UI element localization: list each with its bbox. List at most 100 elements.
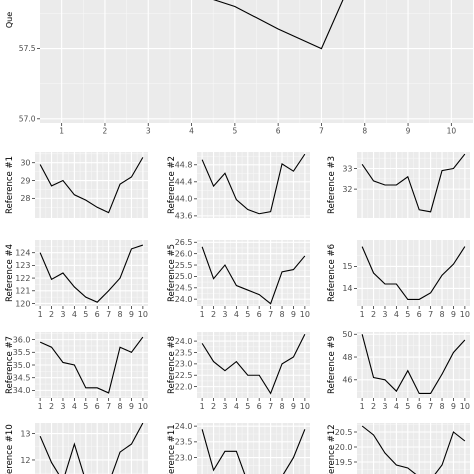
panel-reference-7: 34.0 34.5 35.0 35.5 36.0 1 2 3 4 5 6 7 8 9 10 Reference… — [5, 332, 148, 411]
gridlines — [357, 152, 470, 218]
y-axis-title: Reference #6 — [327, 244, 337, 302]
x-tick-label: 7 — [268, 402, 273, 411]
y-tick-label: 26.5 — [175, 238, 193, 247]
x-tick-label: 7 — [268, 310, 273, 319]
y-axis-title: Reference #4 — [5, 244, 15, 302]
x-tick-label: 5 — [405, 402, 410, 411]
x-tick-label: 2 — [211, 402, 216, 411]
series-line — [361, 425, 466, 474]
x-tick-label: 6 — [417, 402, 422, 411]
x-tick-label: 1 — [38, 402, 43, 411]
x-tick-label: 8 — [362, 127, 367, 136]
y-tick-label: 24.0 — [175, 337, 193, 346]
x-tick-label: 2 — [211, 310, 216, 319]
series-line — [201, 246, 306, 305]
x-tick-label: 2 — [371, 402, 376, 411]
x-tick-label: 2 — [371, 310, 376, 319]
x-tick-label: 5 — [245, 310, 250, 319]
x-tick-label: 4 — [72, 310, 77, 319]
y-tick-label: 44.8 — [175, 161, 193, 170]
x-tick-label: 1 — [360, 310, 365, 319]
x-tick-label: 5 — [83, 310, 88, 319]
y-tick-label: 20.5 — [335, 428, 353, 437]
series-line — [213, 0, 344, 50]
gridlines — [197, 423, 310, 474]
series-line — [39, 423, 144, 474]
y-tick-label: 124 — [15, 248, 30, 257]
gridlines — [197, 240, 310, 306]
y-axis-title: Reference #1 — [5, 156, 15, 214]
x-tick-label: 10 — [138, 310, 148, 319]
gridlines — [357, 332, 470, 398]
y-axis-title: Reference #3 — [327, 156, 337, 214]
panel-reference-5: 24.0 24.5 25.0 25.5 26.0 26.5 1 2 3 4 5 6 7 8 9 10 Refer… — [167, 238, 310, 319]
y-tick-label: 50 — [342, 330, 352, 339]
x-tick-label: 10 — [447, 127, 457, 136]
x-tick-label: 10 — [138, 402, 148, 411]
gridlines — [35, 240, 148, 306]
x-tick-label: 7 — [319, 127, 324, 136]
y-tick-label: 25.5 — [175, 261, 193, 270]
x-tick-label: 3 — [222, 402, 227, 411]
series-line — [361, 153, 466, 213]
x-tick-label: 5 — [232, 127, 237, 136]
x-tick-label: 3 — [146, 127, 151, 136]
y-axis-title: Reference #2 — [167, 156, 177, 214]
y-tick-label: 24.0 — [175, 422, 193, 431]
x-tick-label: 9 — [129, 402, 134, 411]
series-line — [201, 429, 306, 474]
series-line — [201, 153, 306, 215]
series-line — [39, 157, 144, 214]
x-tick-label: 7 — [106, 402, 111, 411]
gridlines — [197, 152, 310, 218]
y-axis-title: Que — [5, 12, 14, 28]
x-tick-label: 3 — [382, 402, 387, 411]
y-tick-label: 121 — [15, 287, 30, 296]
y-tick-label: 24.0 — [175, 295, 193, 304]
y-axis-title: Reference #10 — [5, 424, 15, 474]
y-tick-label: 46 — [342, 376, 352, 385]
x-tick-label: 8 — [279, 402, 284, 411]
gridlines — [197, 332, 310, 398]
y-tick-label: 12 — [20, 456, 30, 465]
x-tick-label: 4 — [234, 402, 239, 411]
y-tick-label: 25.0 — [175, 272, 193, 281]
x-tick-label: 8 — [439, 310, 444, 319]
y-tick-label: 30 — [20, 159, 30, 168]
x-tick-label: 6 — [257, 310, 262, 319]
y-tick-label: 32 — [342, 185, 352, 194]
gridlines — [35, 152, 148, 218]
panel-reference-9: 46 48 50 1 2 3 4 5 6 7 8 9 10 Reference #9 — [327, 330, 470, 411]
panel-quality: 57.0 57.5 1 2 3 4 5 6 7 8 9 10 Que — [5, 0, 473, 136]
x-tick-label: 2 — [103, 127, 108, 136]
y-tick-label: 48 — [342, 353, 352, 362]
x-tick-label: 1 — [200, 310, 205, 319]
y-tick-label: 22.0 — [175, 382, 193, 391]
x-tick-label: 8 — [117, 402, 122, 411]
y-tick-label: 13 — [20, 429, 30, 438]
y-tick-label: 33 — [342, 164, 352, 173]
y-tick-label: 36.0 — [13, 335, 31, 344]
x-tick-label: 1 — [200, 402, 205, 411]
x-tick-label: 3 — [222, 310, 227, 319]
x-tick-label: 4 — [394, 310, 399, 319]
y-tick-label: 15 — [342, 262, 352, 271]
y-tick-label: 34.0 — [13, 386, 31, 395]
x-tick-label: 3 — [60, 402, 65, 411]
y-axis-title: Reference #5 — [167, 244, 177, 302]
y-tick-label: 29 — [20, 176, 30, 185]
x-tick-label: 9 — [291, 402, 296, 411]
y-tick-label: 44.0 — [175, 195, 193, 204]
x-tick-label: 10 — [460, 402, 470, 411]
panel-reference-3: 32 33 Reference #3 — [327, 152, 470, 218]
x-tick-label: 8 — [439, 402, 444, 411]
y-tick-label: 57.5 — [19, 44, 36, 53]
x-tick-label: 10 — [300, 310, 310, 319]
x-tick-label: 9 — [291, 310, 296, 319]
y-tick-label: 43.6 — [175, 212, 193, 221]
x-tick-label: 10 — [300, 402, 310, 411]
x-tick-label: 6 — [95, 402, 100, 411]
x-tick-label: 8 — [279, 310, 284, 319]
